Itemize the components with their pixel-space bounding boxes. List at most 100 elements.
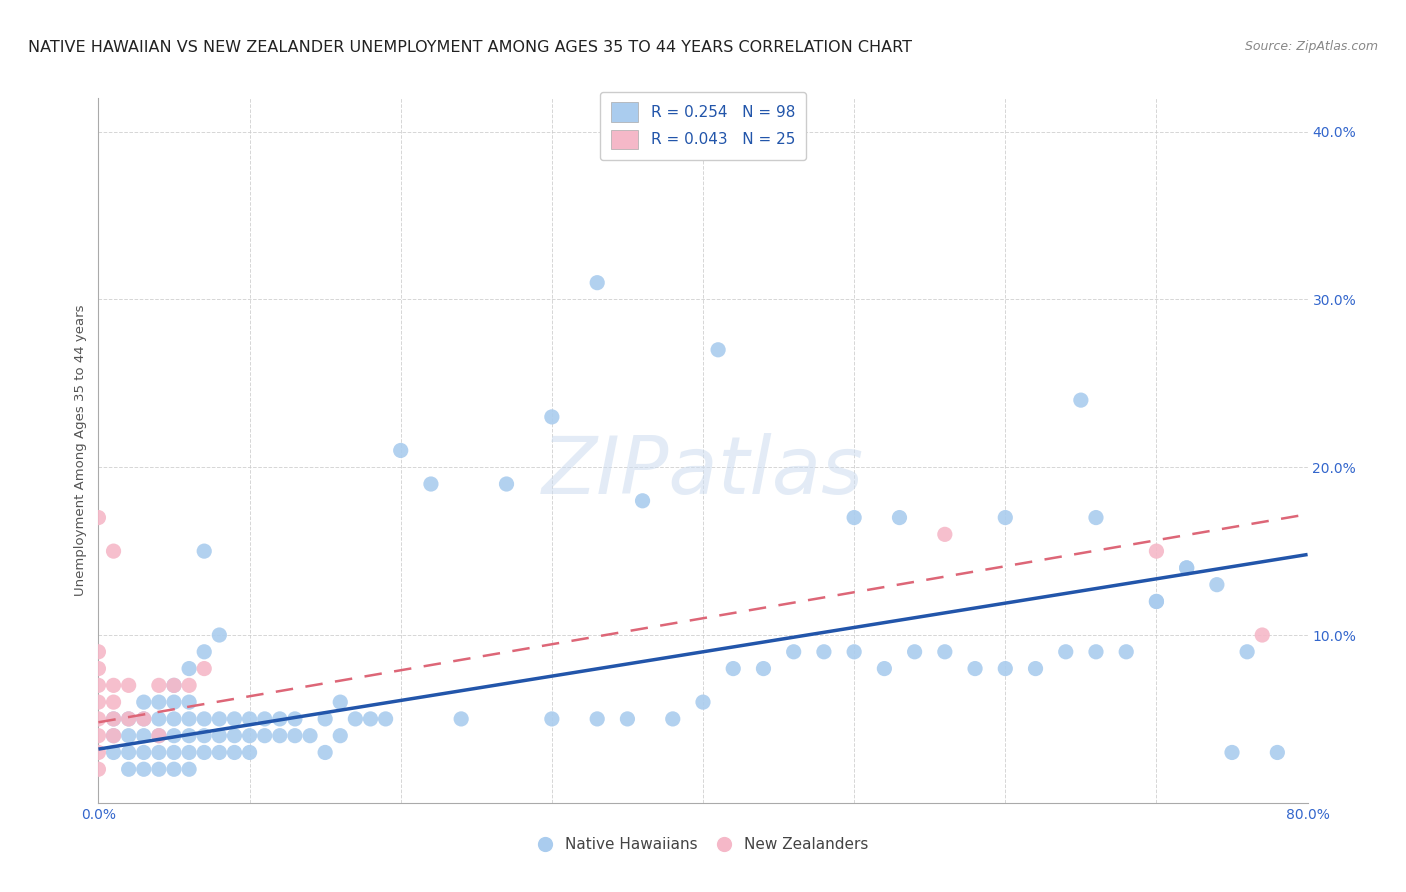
- Point: [1236, 645, 1258, 659]
- Point: [586, 712, 609, 726]
- Point: [1144, 594, 1167, 608]
- Point: [1175, 561, 1198, 575]
- Point: [1024, 662, 1046, 676]
- Point: [1085, 510, 1108, 524]
- Point: [148, 762, 170, 776]
- Point: [148, 729, 170, 743]
- Point: [148, 678, 170, 692]
- Point: [179, 746, 201, 760]
- Point: [844, 510, 866, 524]
- Point: [118, 746, 141, 760]
- Point: [103, 729, 125, 743]
- Point: [1054, 645, 1077, 659]
- Point: [193, 712, 215, 726]
- Point: [132, 712, 155, 726]
- Point: [132, 729, 155, 743]
- Point: [103, 729, 125, 743]
- Point: [1144, 594, 1167, 608]
- Point: [208, 729, 231, 743]
- Point: [132, 746, 155, 760]
- Point: [994, 662, 1017, 676]
- Text: NATIVE HAWAIIAN VS NEW ZEALANDER UNEMPLOYMENT AMONG AGES 35 TO 44 YEARS CORRELAT: NATIVE HAWAIIAN VS NEW ZEALANDER UNEMPLO…: [28, 40, 912, 55]
- Point: [163, 678, 186, 692]
- Point: [163, 729, 186, 743]
- Point: [752, 662, 775, 676]
- Point: [103, 712, 125, 726]
- Point: [329, 729, 352, 743]
- Point: [707, 343, 730, 357]
- Point: [103, 544, 125, 558]
- Point: [873, 662, 896, 676]
- Point: [616, 712, 638, 726]
- Point: [118, 712, 141, 726]
- Point: [586, 276, 609, 290]
- Point: [132, 712, 155, 726]
- Point: [103, 746, 125, 760]
- Point: [314, 746, 336, 760]
- Point: [87, 729, 110, 743]
- Point: [87, 762, 110, 776]
- Point: [87, 746, 110, 760]
- Point: [314, 712, 336, 726]
- Point: [118, 712, 141, 726]
- Point: [103, 695, 125, 709]
- Point: [284, 712, 307, 726]
- Point: [163, 712, 186, 726]
- Point: [1115, 645, 1137, 659]
- Point: [239, 746, 262, 760]
- Point: [193, 544, 215, 558]
- Point: [193, 729, 215, 743]
- Point: [269, 712, 291, 726]
- Point: [329, 695, 352, 709]
- Point: [179, 662, 201, 676]
- Point: [239, 729, 262, 743]
- Point: [934, 645, 956, 659]
- Point: [723, 662, 745, 676]
- Point: [1070, 393, 1092, 408]
- Point: [420, 477, 443, 491]
- Point: [253, 712, 276, 726]
- Point: [87, 662, 110, 676]
- Point: [148, 712, 170, 726]
- Text: Source: ZipAtlas.com: Source: ZipAtlas.com: [1244, 40, 1378, 54]
- Point: [163, 762, 186, 776]
- Point: [179, 695, 201, 709]
- Point: [179, 762, 201, 776]
- Point: [87, 510, 110, 524]
- Point: [1085, 645, 1108, 659]
- Legend: Native Hawaiians, New Zealanders: Native Hawaiians, New Zealanders: [531, 831, 875, 859]
- Point: [87, 678, 110, 692]
- Point: [360, 712, 382, 726]
- Point: [661, 712, 683, 726]
- Point: [965, 662, 987, 676]
- Point: [163, 746, 186, 760]
- Point: [224, 712, 246, 726]
- Point: [783, 645, 806, 659]
- Point: [540, 409, 562, 424]
- Point: [208, 628, 231, 642]
- Point: [284, 729, 307, 743]
- Point: [692, 695, 714, 709]
- Point: [103, 712, 125, 726]
- Point: [163, 678, 186, 692]
- Point: [1206, 577, 1229, 591]
- Point: [253, 729, 276, 743]
- Point: [208, 712, 231, 726]
- Point: [87, 712, 110, 726]
- Point: [148, 746, 170, 760]
- Point: [118, 729, 141, 743]
- Point: [1175, 561, 1198, 575]
- Point: [179, 678, 201, 692]
- Point: [179, 729, 201, 743]
- Point: [269, 729, 291, 743]
- Point: [224, 746, 246, 760]
- Point: [934, 527, 956, 541]
- Point: [540, 712, 562, 726]
- Point: [1144, 544, 1167, 558]
- Point: [224, 729, 246, 743]
- Point: [132, 762, 155, 776]
- Point: [450, 712, 472, 726]
- Point: [844, 645, 866, 659]
- Point: [344, 712, 367, 726]
- Point: [163, 695, 186, 709]
